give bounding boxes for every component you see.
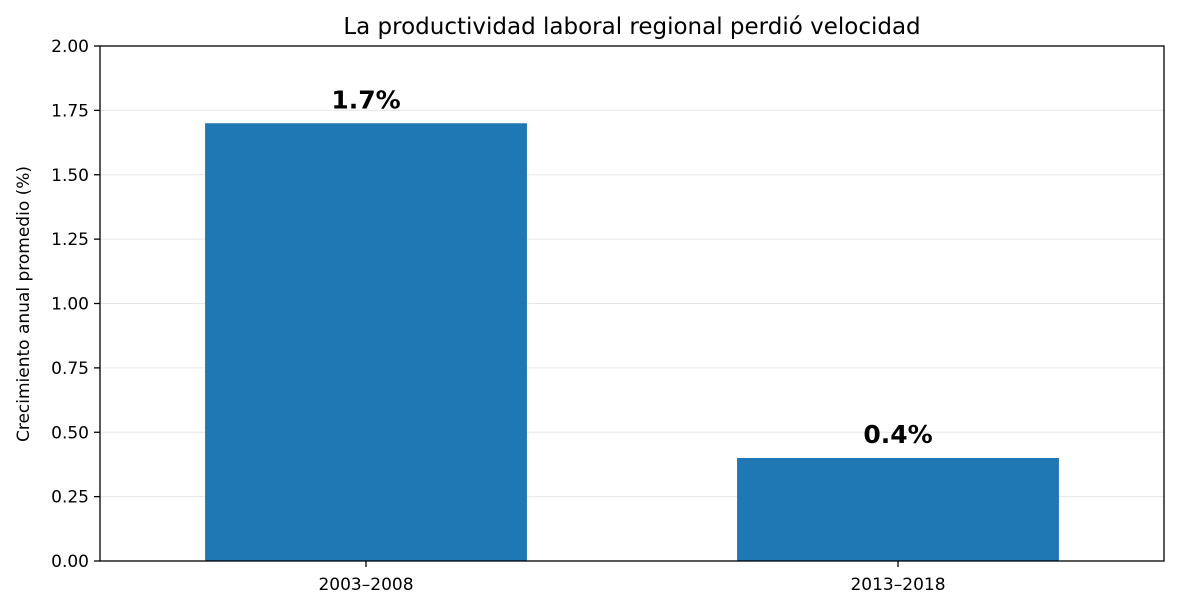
x-tick-label: 2003–2008 — [318, 575, 413, 595]
axis-ticks: 0.00 0.25 0.50 0.75 1.00 1.25 1.50 1.75 2.00 2003… — [51, 37, 945, 595]
y-tick-label: 1.50 — [51, 166, 89, 186]
y-tick-label: 1.25 — [51, 230, 89, 250]
data-label: 1.7% — [331, 85, 400, 114]
y-tick-label: 1.75 — [51, 101, 89, 121]
y-tick-label: 1.00 — [51, 295, 89, 315]
y-tick-label: 0.00 — [51, 552, 89, 572]
y-tick-label: 0.50 — [51, 423, 89, 443]
chart-title: La productividad laboral regional perdió… — [343, 14, 920, 40]
x-tick-label: 2013–2018 — [850, 575, 945, 595]
y-axis-label: Crecimiento anual promedio (%) — [14, 166, 34, 442]
bar — [205, 123, 527, 561]
bars — [205, 123, 1059, 561]
data-labels: 1.7% 0.4% — [331, 85, 932, 449]
data-label: 0.4% — [863, 420, 932, 449]
bar — [737, 458, 1059, 561]
y-tick-label: 0.25 — [51, 488, 89, 508]
y-tick-label: 0.75 — [51, 359, 89, 379]
y-tick-label: 2.00 — [51, 37, 89, 57]
